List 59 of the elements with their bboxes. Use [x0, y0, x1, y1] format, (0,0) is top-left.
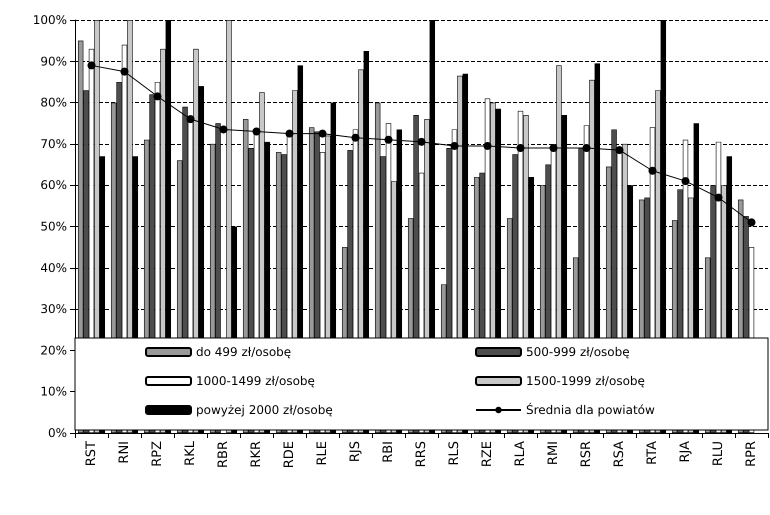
y-tick-label: 70% [40, 136, 67, 151]
x-tick-label: RJA [678, 440, 693, 463]
x-tick-label: RKR [249, 441, 264, 468]
x-tick-label: RKL [183, 440, 198, 466]
point [418, 138, 426, 146]
y-tick-label: 10% [40, 384, 67, 399]
x-tick-label: RPR [744, 441, 759, 467]
legend-label: 1500-1999 zł/osobę [526, 374, 645, 388]
point [120, 68, 128, 76]
x-tick-label: RLE [315, 441, 330, 466]
x-tick-label: RLA [513, 440, 528, 466]
x-tick-label: RST [84, 440, 99, 466]
x-tick-label: RSR [579, 441, 594, 468]
y-tick-label: 20% [40, 343, 67, 358]
y-tick-label: 80% [40, 96, 67, 110]
legend-label: Średnia dla powiatów [526, 402, 656, 417]
y-tick-label: 50% [40, 220, 67, 234]
point [484, 142, 492, 150]
point [252, 128, 260, 136]
y-tick-label: 40% [40, 260, 67, 275]
point [154, 92, 162, 100]
legend-label: do 499 zł/osobę [196, 345, 292, 359]
x-tick-label: RBI [381, 441, 396, 463]
legend-label: powyżej 2000 zł/osobę [196, 403, 333, 417]
x-tick-label: RLU [711, 441, 726, 466]
legend-label: 500-999 zł/osobę [526, 345, 630, 359]
point [616, 146, 624, 154]
x-tick-label: RNI [117, 441, 132, 464]
x-tick-label: RTA [645, 440, 660, 465]
x-tick-label: RRS [414, 441, 429, 468]
y-tick-label: 0% [48, 426, 67, 440]
x-tick-label: RZE [480, 441, 495, 468]
point [220, 125, 228, 134]
point [450, 142, 458, 150]
y-tick-label: 100% [32, 13, 67, 27]
point [714, 194, 722, 202]
point [682, 177, 690, 186]
point [384, 136, 392, 144]
x-tick-label: RLS [447, 441, 462, 466]
x-tick-label: RJS [348, 441, 363, 462]
point [186, 115, 194, 124]
y-tick-label: 60% [40, 178, 67, 192]
point [516, 144, 524, 152]
point [286, 130, 294, 138]
point [550, 144, 558, 152]
point [648, 166, 656, 175]
point [582, 144, 590, 152]
legend-label: 1000-1499 zł/osobę [196, 374, 315, 388]
point [352, 134, 360, 142]
x-tick-label: RDE [282, 441, 297, 468]
x-tick-label: RBR [216, 441, 231, 468]
x-tick-label: RMI [546, 441, 561, 466]
y-tick-label: 30% [40, 302, 67, 316]
x-tick-label: RSA [612, 440, 627, 468]
x-tick-label: RPZ [150, 440, 165, 467]
y-tick-label: 90% [40, 54, 67, 68]
point [748, 218, 756, 226]
point [88, 61, 96, 70]
point [318, 130, 326, 138]
